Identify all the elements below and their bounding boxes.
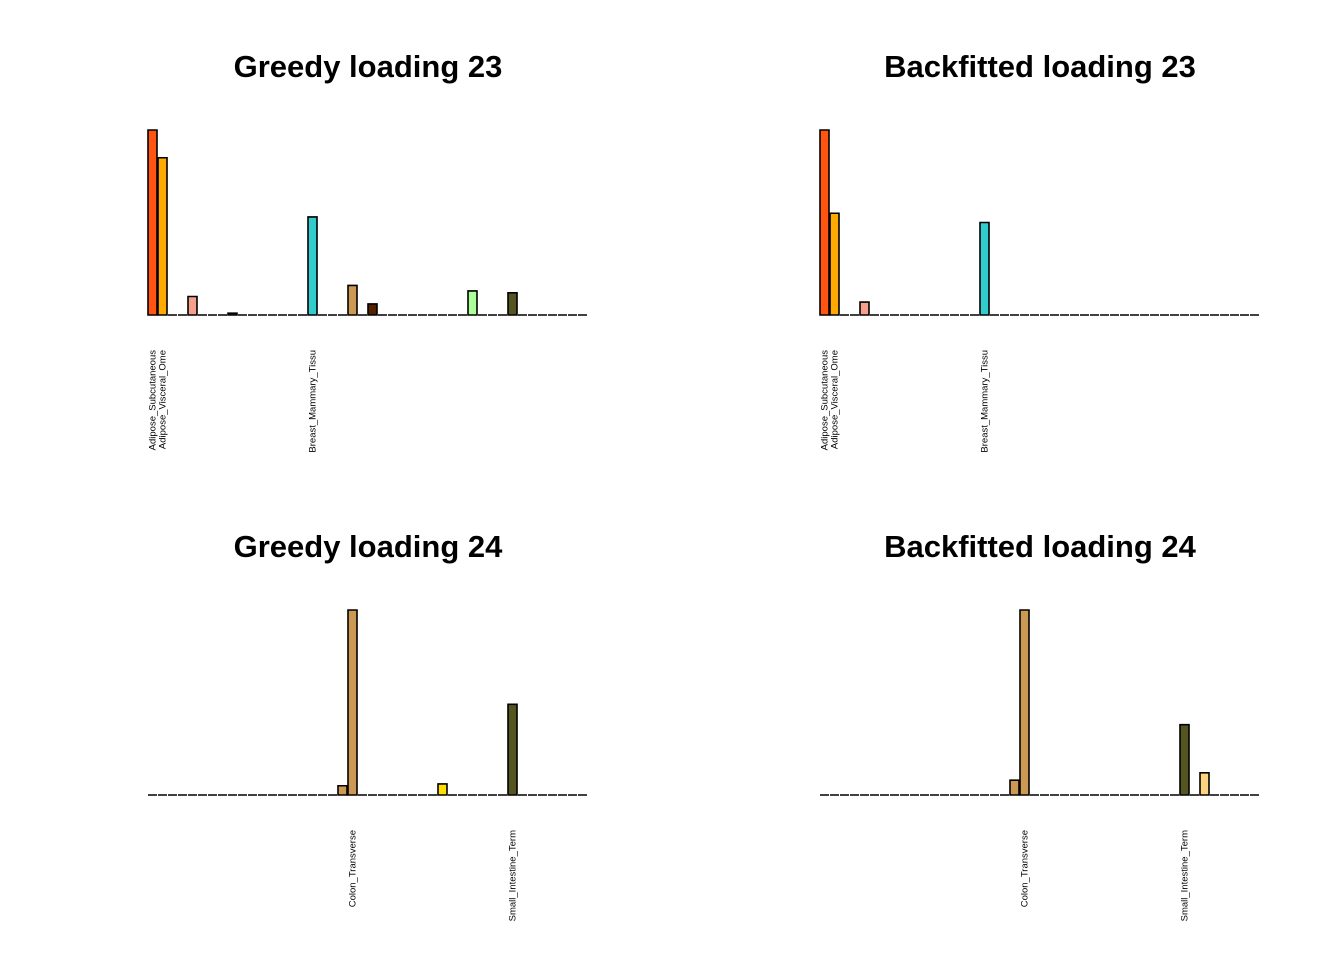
x-tick-label: Small_Intestine_Term <box>1180 830 1191 921</box>
x-tick-label: Adipose_Visceral_Ome <box>830 350 841 449</box>
chart-title: Greedy loading 23 <box>234 49 503 84</box>
x-tick-label: Breast_Mammary_Tissu <box>308 350 319 453</box>
x-tick-label: Adipose_Subcutaneous <box>148 350 159 451</box>
x-tick-label: Adipose_Visceral_Ome <box>158 350 169 449</box>
x-tick-label: Colon_Transverse <box>1020 830 1031 907</box>
bar <box>347 284 358 316</box>
bar <box>307 216 318 316</box>
bar <box>437 783 448 796</box>
bar <box>1199 772 1210 796</box>
bar <box>227 312 238 316</box>
bar <box>979 221 990 316</box>
bar <box>829 212 840 316</box>
bar <box>367 303 378 316</box>
chart-title: Backfitted loading 24 <box>884 529 1197 564</box>
bar <box>157 156 168 316</box>
bar <box>337 784 348 796</box>
x-tick-label: Breast_Mammary_Tissu <box>980 350 991 453</box>
chart-title: Backfitted loading 23 <box>884 49 1196 84</box>
bar <box>467 290 478 316</box>
bar <box>1019 609 1030 796</box>
bar <box>1179 723 1190 796</box>
bar <box>819 129 830 316</box>
bar <box>1009 779 1020 796</box>
bar <box>507 703 518 796</box>
bar <box>347 609 358 796</box>
x-tick-label: Small_Intestine_Term <box>508 830 519 921</box>
bar <box>147 129 158 316</box>
x-tick-label: Colon_Transverse <box>348 830 359 907</box>
bar <box>507 292 518 316</box>
bar <box>859 301 870 316</box>
bar <box>187 295 198 316</box>
chart-title: Greedy loading 24 <box>234 529 504 564</box>
x-tick-label: Adipose_Subcutaneous <box>820 350 831 451</box>
